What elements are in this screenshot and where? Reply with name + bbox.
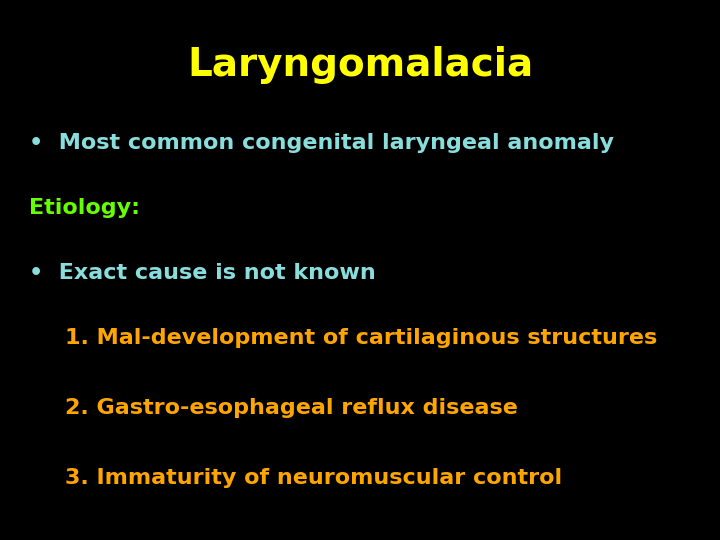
Text: 3. Immaturity of neuromuscular control: 3. Immaturity of neuromuscular control [65,468,562,488]
Text: Etiology:: Etiology: [29,198,140,218]
Text: 2. Gastro-esophageal reflux disease: 2. Gastro-esophageal reflux disease [65,397,518,418]
Text: 1. Mal-development of cartilaginous structures: 1. Mal-development of cartilaginous stru… [65,327,657,348]
Text: •  Most common congenital laryngeal anomaly: • Most common congenital laryngeal anoma… [29,133,613,153]
Text: •  Exact cause is not known: • Exact cause is not known [29,262,376,283]
Text: Laryngomalacia: Laryngomalacia [187,46,533,84]
